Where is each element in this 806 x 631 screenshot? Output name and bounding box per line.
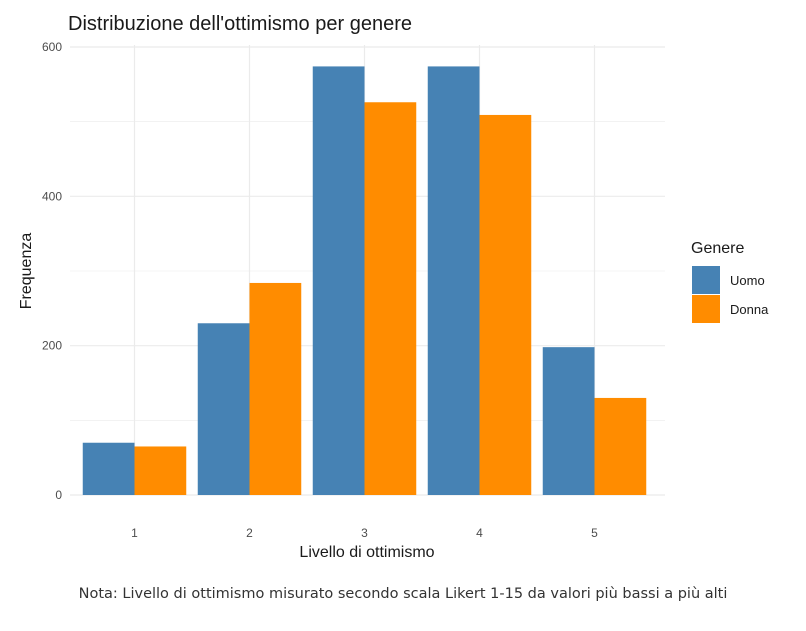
legend: Genere Uomo Donna — [691, 240, 769, 323]
y-tick-labels: 0 200 400 600 — [42, 40, 62, 502]
bar-donna-1 — [134, 446, 187, 495]
legend-swatch-uomo — [692, 266, 720, 294]
legend-label-uomo: Uomo — [730, 273, 765, 288]
caption-note: Nota: Livello di ottimismo misurato seco… — [78, 586, 728, 602]
bar-chart: Distribuzione dell'ottimismo per genere … — [18, 13, 769, 561]
x-tick-labels: 1 2 3 4 5 — [131, 526, 598, 540]
y-tick-label: 0 — [55, 488, 62, 502]
bar-uomo-1 — [82, 442, 135, 495]
chart-title: Distribuzione dell'ottimismo per genere — [68, 13, 412, 35]
y-tick-label: 600 — [42, 40, 62, 54]
x-tick-label: 5 — [591, 526, 598, 540]
x-tick-label: 3 — [361, 526, 368, 540]
legend-swatch-donna — [692, 295, 720, 323]
bar-donna-2 — [249, 282, 302, 495]
x-tick-label: 2 — [246, 526, 253, 540]
bar-uomo-5 — [542, 347, 595, 495]
legend-title: Genere — [691, 240, 744, 257]
y-axis-title: Frequenza — [18, 233, 35, 310]
x-axis-title: Livello di ottimismo — [299, 544, 434, 561]
bar-donna-3 — [364, 102, 417, 496]
bar-uomo-2 — [197, 323, 250, 495]
x-tick-label: 1 — [131, 526, 138, 540]
bar-uomo-4 — [427, 66, 480, 495]
bar-donna-5 — [594, 397, 647, 495]
bar-donna-4 — [479, 114, 532, 496]
y-tick-label: 400 — [42, 189, 62, 203]
legend-label-donna: Donna — [730, 302, 769, 317]
bar-uomo-3 — [312, 66, 365, 495]
x-tick-label: 4 — [476, 526, 483, 540]
bars — [82, 66, 647, 496]
y-tick-label: 200 — [42, 339, 62, 353]
